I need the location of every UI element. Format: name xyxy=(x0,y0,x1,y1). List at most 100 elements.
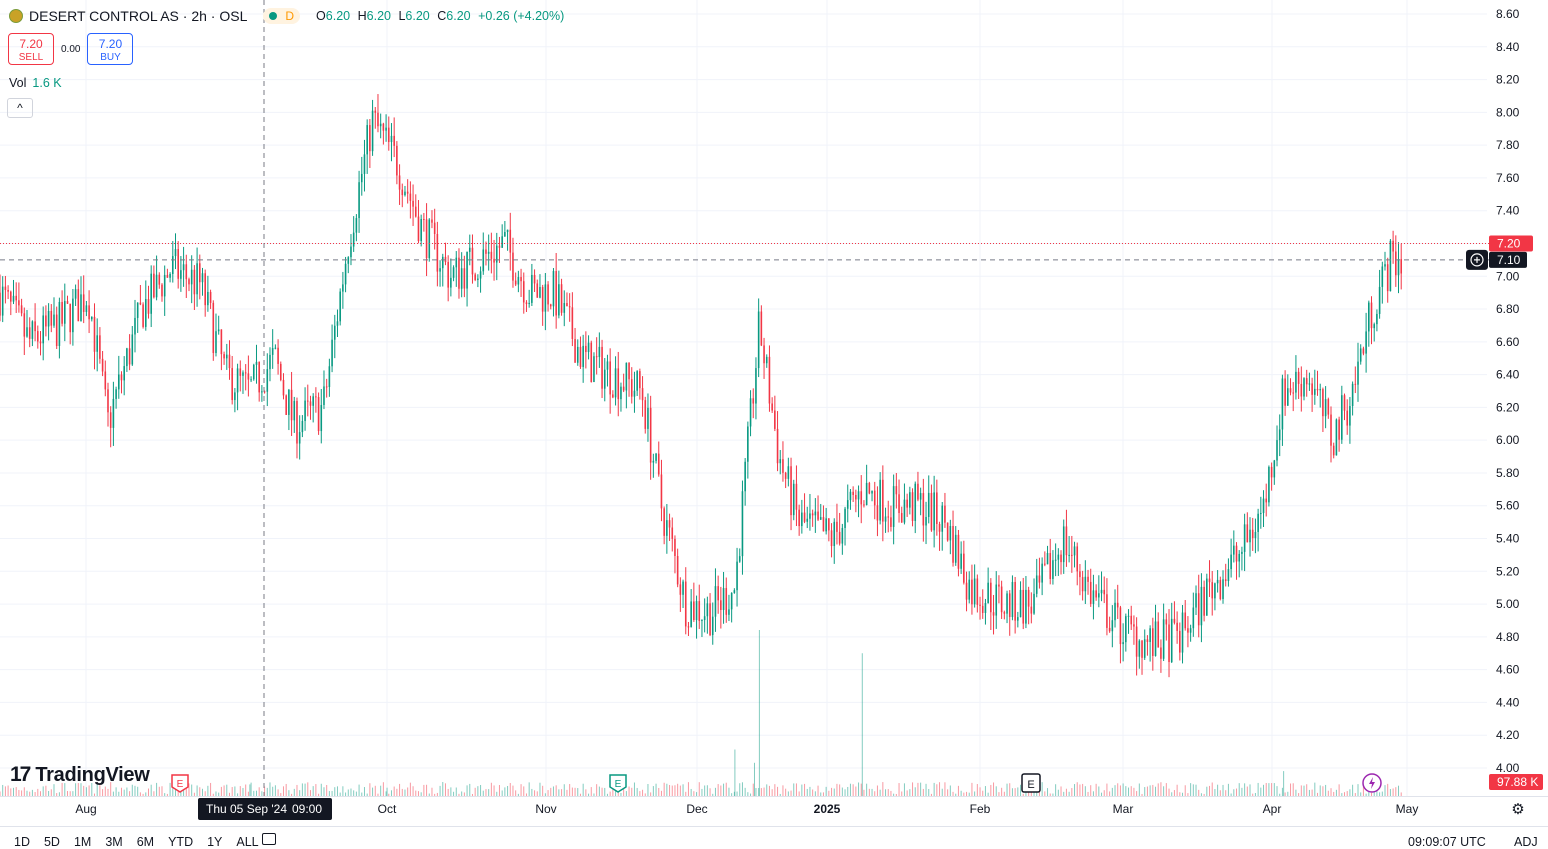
utc-clock[interactable]: 09:09:07 UTC xyxy=(1408,835,1486,849)
candle-body xyxy=(601,346,603,389)
earnings-marker-icon[interactable]: E xyxy=(1021,773,1041,793)
volume-bar xyxy=(693,791,695,796)
volume-bar xyxy=(782,785,784,796)
price-chart[interactable]: 8.60 8.40 8.20 8.00 7.80 7.60 7.40 7.20 7.00 6.80… xyxy=(0,0,1548,826)
volume-bar xyxy=(328,791,330,796)
gear-icon[interactable]: ⚙ xyxy=(1511,801,1525,818)
candle-body xyxy=(1386,264,1389,292)
earnings-marker-icon[interactable]: E xyxy=(609,774,627,793)
adj-toggle[interactable]: ADJ xyxy=(1514,835,1538,849)
period-6m[interactable]: 6M xyxy=(136,835,155,849)
candle-body xyxy=(749,398,752,427)
volume-bar xyxy=(1219,790,1221,796)
calendar-icon[interactable] xyxy=(262,833,276,845)
volume-bar xyxy=(517,793,519,796)
volume-bar xyxy=(1092,791,1094,796)
candle-body xyxy=(177,249,179,279)
candle-body xyxy=(436,233,439,272)
candle-body xyxy=(644,400,647,429)
candle-body xyxy=(1276,440,1278,461)
period-1m[interactable]: 1M xyxy=(73,835,92,849)
candle-body xyxy=(1141,640,1143,658)
period-ytd[interactable]: YTD xyxy=(168,835,194,849)
volume-bar xyxy=(887,789,889,796)
add-alert-icon[interactable] xyxy=(1466,249,1488,270)
candle-body xyxy=(876,505,879,521)
volume-bar xyxy=(1203,793,1205,796)
volume-bar xyxy=(444,783,446,796)
candle-body xyxy=(1335,419,1338,456)
candle-body xyxy=(771,403,773,411)
volume-bar xyxy=(563,784,565,796)
volume-bar xyxy=(768,785,770,796)
sell-button[interactable]: 7.20 SELL xyxy=(8,33,54,65)
volume-bar xyxy=(242,787,244,796)
tradingview-mark-icon: 17 xyxy=(10,763,31,786)
price-tick-label: 8.20 xyxy=(1496,73,1520,87)
volume-bar xyxy=(993,782,995,796)
volume-bar xyxy=(226,784,228,796)
period-1d[interactable]: 1D xyxy=(14,835,30,849)
volume-bar xyxy=(774,784,776,796)
symbol-title[interactable]: DESERT CONTROL AS · 2h · OSL xyxy=(29,8,248,24)
buy-button[interactable]: 7.20 BUY xyxy=(87,33,134,65)
candle-body xyxy=(1154,621,1157,656)
volume-bar xyxy=(1052,793,1054,796)
volume-bar xyxy=(1144,787,1146,796)
candle-body xyxy=(136,302,139,318)
candle-body xyxy=(1268,466,1270,503)
volume-bar xyxy=(550,787,552,796)
period-3m[interactable]: 3M xyxy=(105,835,123,849)
volume-bar xyxy=(1190,783,1192,796)
volume-bar xyxy=(696,792,698,796)
volume-bar xyxy=(847,786,849,796)
volume-bar xyxy=(191,784,193,796)
candle-body xyxy=(987,582,989,604)
volume-bar xyxy=(134,785,136,796)
period-1y[interactable]: 1Y xyxy=(207,835,223,849)
candle-body xyxy=(1076,546,1079,572)
close-value: 6.20 xyxy=(446,9,471,23)
volume-bar xyxy=(955,793,957,796)
volume-bar xyxy=(852,784,854,796)
tradingview-logo[interactable]: 17 TradingView xyxy=(10,763,150,787)
market-status-badge[interactable]: D xyxy=(263,8,301,24)
candle-body xyxy=(320,404,323,432)
candle-body xyxy=(285,395,287,415)
period-all[interactable]: ALL xyxy=(236,835,259,849)
candle-body xyxy=(109,412,112,428)
candle-body xyxy=(293,400,296,421)
candle-body xyxy=(647,407,649,429)
volume-bar xyxy=(75,783,77,796)
sell-price: 7.20 xyxy=(19,37,43,51)
candle-body xyxy=(1278,429,1281,441)
candle-body xyxy=(798,509,800,527)
earnings-marker-icon[interactable]: E xyxy=(171,774,189,793)
volume-bar xyxy=(412,786,414,796)
period-5d[interactable]: 5D xyxy=(43,835,60,849)
candle-body xyxy=(441,256,444,269)
volume-legend: Vol 1.6 K xyxy=(9,76,62,90)
high-label: H xyxy=(357,9,367,23)
candle-body xyxy=(849,491,852,501)
spread-value: 0.00 xyxy=(61,43,81,55)
candle-body xyxy=(979,604,981,606)
volume-bar xyxy=(1106,783,1108,796)
volume-bar xyxy=(1400,792,1402,796)
volume-bar xyxy=(118,791,120,796)
volume-bar xyxy=(66,791,68,796)
candle-body xyxy=(633,390,636,397)
lightning-event-icon[interactable] xyxy=(1362,773,1382,793)
volume-bar xyxy=(598,786,600,796)
collapse-legend-button[interactable]: ^ xyxy=(7,98,33,118)
change-value: +0.26 (+4.20%) xyxy=(478,9,565,23)
volume-bar xyxy=(739,783,741,796)
price-tick-label: 4.60 xyxy=(1496,663,1520,677)
volume-bar xyxy=(29,791,31,796)
candle-body xyxy=(244,372,247,374)
candle-body xyxy=(107,389,109,413)
volume-bar xyxy=(747,792,749,796)
candle-body xyxy=(1057,554,1060,560)
volume-bar xyxy=(401,788,403,796)
svg-text:E: E xyxy=(1027,779,1034,791)
